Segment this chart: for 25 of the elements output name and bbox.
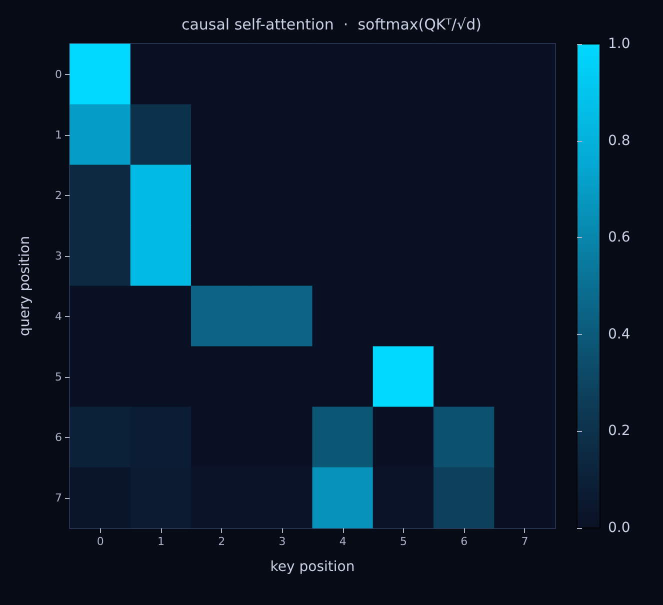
color-bar-label: 0.6: [608, 230, 630, 246]
x-tick-label: 5: [400, 535, 407, 548]
x-tick-label: 6: [460, 535, 468, 548]
color-bar-label: 0.4: [608, 326, 630, 342]
y-tick-label: 4: [55, 310, 62, 323]
x-tick-label: 2: [218, 535, 226, 548]
color-bar-label: 0.0: [608, 520, 630, 536]
color-bar-label: 0.8: [608, 132, 630, 149]
x-tick-label: 4: [339, 535, 346, 548]
y-tick-label: 7: [55, 491, 62, 504]
chart-title: causal self-attention · softmax(QKᵀ/√d): [181, 16, 482, 34]
x-axis-title: key position: [270, 559, 355, 575]
x-tick-label: 3: [278, 535, 286, 548]
x-tick-label: 7: [521, 535, 528, 548]
color-bar-label: 1.0: [608, 36, 630, 52]
y-tick-label: 0: [55, 68, 62, 81]
x-tick-label: 0: [96, 535, 104, 548]
y-tick-label: 2: [55, 188, 62, 202]
x-tick-label: 1: [157, 535, 164, 548]
y-tick-label: 1: [55, 128, 62, 142]
y-tick-label: 5: [55, 370, 62, 384]
y-axis-title: query position: [17, 236, 33, 336]
y-tick-label: 6: [55, 430, 62, 444]
color-bar-label: 0.2: [608, 423, 630, 440]
y-tick-label: 3: [55, 249, 62, 262]
